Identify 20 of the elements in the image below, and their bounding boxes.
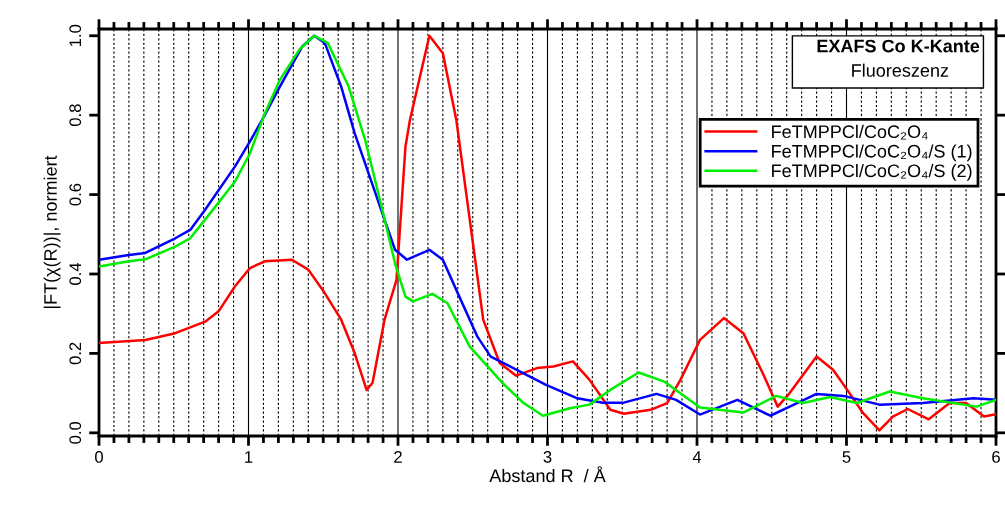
y-tick-label: 0.0 bbox=[69, 421, 82, 444]
x-tick-label: 1 bbox=[245, 451, 253, 463]
y-tick-label: 0.2 bbox=[69, 342, 82, 365]
x-tick-label: 5 bbox=[842, 451, 851, 463]
y-tick-label: 0.6 bbox=[69, 183, 82, 206]
x-tick-label: 4 bbox=[692, 451, 702, 463]
x-tick-label: 3 bbox=[543, 451, 552, 463]
x-tick-label: 0 bbox=[95, 451, 103, 463]
chart-title: EXAFS Co K-Kante bbox=[817, 39, 980, 53]
legend-label: FeTMPPCl/CoC₂O₄ bbox=[772, 124, 928, 140]
y-tick-label: 1.0 bbox=[69, 24, 82, 47]
x-axis-title: Abstand R / Å bbox=[489, 466, 606, 483]
y-axis-title: |FT(χ(R))|, normiert bbox=[43, 155, 61, 309]
text: Fluoreszenz bbox=[852, 63, 949, 77]
y-tick-label: 0.4 bbox=[69, 262, 82, 285]
legend-label: FeTMPPCl/CoC₂O₄/S (1) bbox=[772, 144, 972, 162]
y-tick-label: 0.8 bbox=[69, 104, 82, 127]
x-tick-label: 6 bbox=[992, 451, 1000, 463]
legend-label: FeTMPPCl/CoC₂O₄/S (2) bbox=[772, 163, 972, 181]
x-tick-label: 2 bbox=[394, 451, 402, 463]
